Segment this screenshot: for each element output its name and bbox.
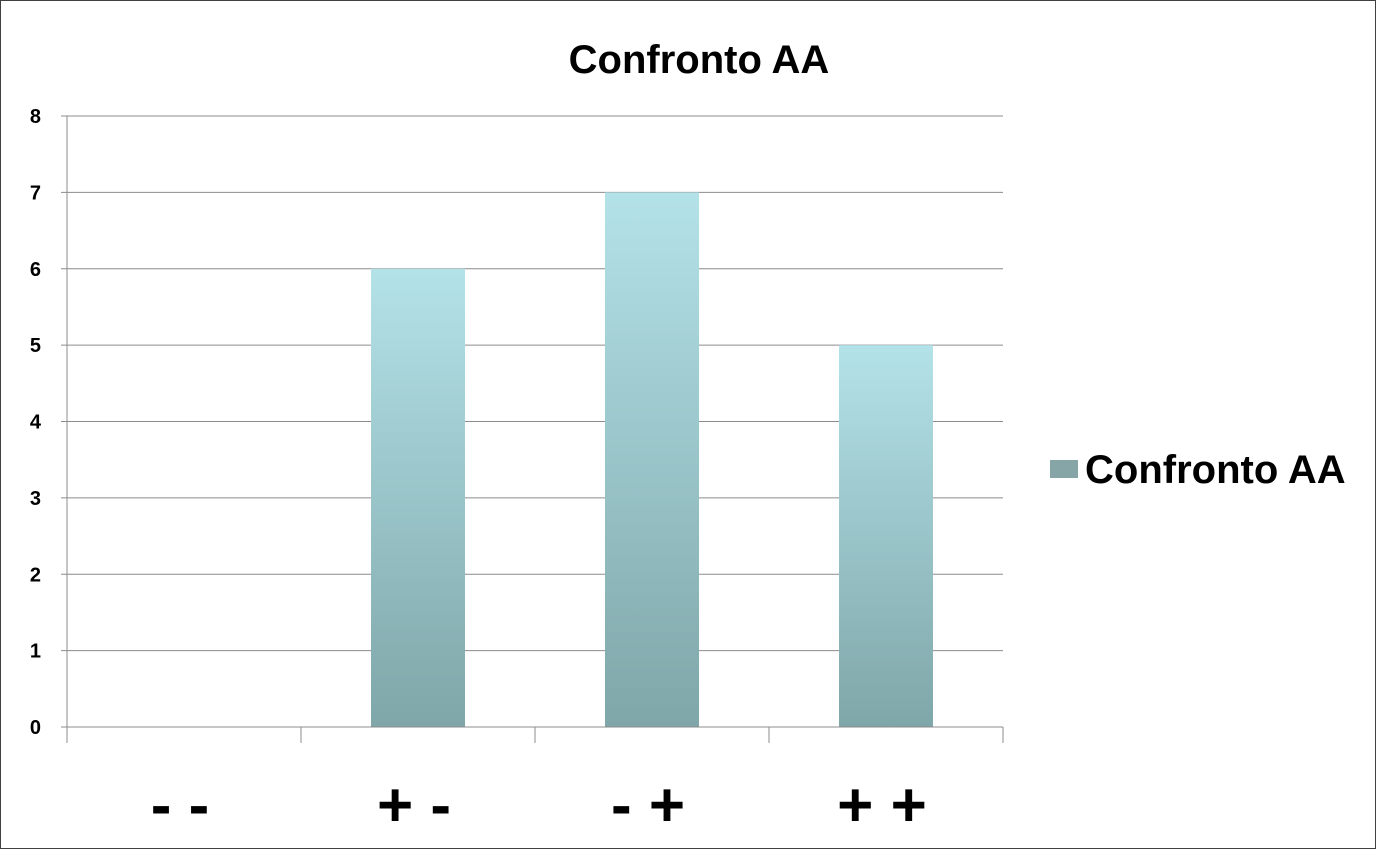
y-tick-label: 0 bbox=[30, 717, 41, 739]
x-tick-label: + - bbox=[377, 771, 451, 840]
bar-3 bbox=[839, 345, 933, 727]
x-tick-labels: - - + - - + + + bbox=[151, 771, 927, 840]
y-tick-label: 5 bbox=[30, 335, 41, 357]
y-tick-label: 6 bbox=[30, 259, 41, 281]
legend-label: Confronto AA bbox=[1085, 448, 1346, 492]
y-tick-label: 7 bbox=[30, 182, 41, 204]
y-tick-label: 8 bbox=[30, 106, 41, 128]
y-tick-label: 3 bbox=[30, 488, 41, 510]
bars bbox=[371, 192, 933, 727]
x-tick-label: + + bbox=[837, 771, 927, 840]
legend: Confronto AA bbox=[1050, 448, 1346, 492]
x-tick-label: - - bbox=[151, 771, 210, 840]
y-tick-label: 4 bbox=[30, 412, 42, 434]
y-tick-label: 2 bbox=[30, 564, 41, 586]
bar-2 bbox=[605, 192, 699, 727]
legend-swatch bbox=[1050, 460, 1078, 478]
y-tick-label: 1 bbox=[30, 641, 41, 663]
y-tick-labels: 0 1 2 3 4 5 6 7 8 bbox=[30, 106, 42, 739]
chart-title: Confronto AA bbox=[569, 38, 830, 82]
bar-1 bbox=[371, 268, 465, 727]
axes bbox=[66, 116, 1004, 743]
x-tick-label: - + bbox=[611, 771, 685, 840]
